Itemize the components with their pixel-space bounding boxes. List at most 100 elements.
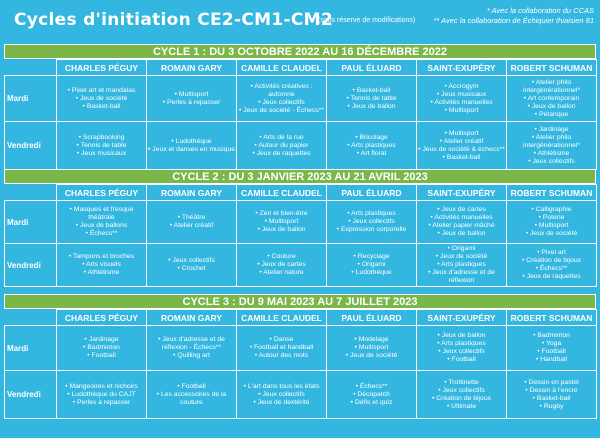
activity-item: L'art dans tous les états: [237, 383, 326, 391]
activity-list: Arts plastiquesJeux collectifsExpression…: [327, 210, 416, 234]
activity-item: Dessin à l'encre: [507, 387, 596, 395]
activity-cell: ModelageMultisportJeux de société: [326, 325, 417, 371]
cycle-3: CYCLE 3 : DU 9 MAI 2023 AU 7 JUILLET 202…: [4, 294, 597, 419]
activity-cell: Pixel art et mandalasJeux de sociétéBask…: [56, 75, 147, 122]
activity-item: Crochet: [147, 265, 236, 273]
activity-item: Origami: [327, 261, 416, 269]
school-header: CHARLES PÉGUY: [56, 309, 147, 326]
activity-item: Jardinage: [507, 126, 596, 134]
school-header: SAINT-EXUPÉRY: [416, 59, 507, 76]
activity-cell: Atelier philo intergénérationnel*Art con…: [506, 75, 597, 122]
activity-item: Basket-ball: [327, 87, 416, 95]
activity-list: Jeux d'adresse et de réflexion - Échecs*…: [147, 336, 236, 360]
activity-item: Perles à repasser: [147, 99, 236, 107]
activity-item: Multisport: [417, 107, 506, 115]
activity-list: LudothèqueJeux et danses en musique: [147, 138, 236, 154]
activity-list: ModelageMultisportJeux de société: [327, 336, 416, 360]
activity-item: Origami: [417, 245, 506, 253]
activity-item: Multisport: [327, 344, 416, 352]
schedule-table: CHARLES PÉGUY ROMAIN GARY CAMILLE CLAUDEL P…: [4, 184, 597, 287]
activity-cell: OrigamiJeux de sociétéArts plastiquesJeu…: [416, 243, 507, 287]
activity-item: Pétanque: [507, 111, 596, 119]
activity-item: Jardinage: [57, 336, 146, 344]
cycle-title: CYCLE 1 : DU 3 OCTOBRE 2022 AU 16 DÉCEMB…: [4, 44, 596, 59]
activity-item: Multisport: [417, 130, 506, 138]
activity-item: Arts de la rue: [237, 134, 326, 142]
school-header: ROBERT SCHUMAN: [506, 184, 597, 201]
activity-item: Arts visuels: [57, 261, 146, 269]
activity-item: Arts plastiques: [417, 261, 506, 269]
activity-cell: CoutureJeux de cartesAtelier nature: [236, 243, 327, 287]
activity-item: Échecs**: [507, 265, 596, 273]
activity-item: Perles à repasser: [57, 399, 146, 407]
activity-list: BadmintonYogaFootballHandball: [507, 332, 596, 364]
activity-cell: TrottinetteJeux collectifsCréation de bi…: [416, 370, 507, 419]
activity-item: Jeux de cartes: [237, 261, 326, 269]
activity-item: Multisport: [237, 218, 326, 226]
activity-item: Jeux collectifs: [237, 391, 326, 399]
cycle-title: CYCLE 2 : DU 3 JANVIER 2023 AU 21 AVRIL …: [4, 169, 596, 184]
activity-item: Atelier philo intergénérationnel*: [507, 79, 596, 95]
activity-item: Athlétisme: [57, 269, 146, 277]
school-header: PAUL ÉLUARD: [326, 59, 417, 76]
activity-item: Atelier papier mâché: [417, 222, 506, 230]
activity-cell: ScrapbookingTennis de tableJeux musicaux: [56, 121, 147, 170]
activity-cell: JardinageBadmintonFootball: [56, 325, 147, 371]
activity-cell: BricolageArts plastiquesArt floral: [326, 121, 417, 170]
activity-cell: Jeux d'adresse et de réflexion - Échecs*…: [146, 325, 237, 371]
activity-item: Atelier créatif: [147, 222, 236, 230]
activity-list: Arts de la rueAutour du papierJeux de ra…: [237, 134, 326, 158]
activity-item: Jeux de dextérité: [237, 399, 326, 407]
activity-list: Jeux collectifsCrochet: [147, 257, 236, 273]
activity-item: Zen et bien-être: [237, 210, 326, 218]
activity-cell: Activités créatives : automneJeux collec…: [236, 75, 327, 122]
activity-item: Tennis de table: [327, 95, 416, 103]
day-label: Mardi: [4, 325, 57, 371]
activity-item: Poterie: [507, 214, 596, 222]
activity-item: Échecs**: [327, 383, 416, 391]
activity-item: Activités manuelles: [417, 214, 506, 222]
schedule-table: CHARLES PÉGUY ROMAIN GARY CAMILLE CLAUDEL P…: [4, 59, 597, 170]
activity-item: Scrapbooking: [57, 134, 146, 142]
activity-list: TrottinetteJeux collectifsCréation de bi…: [417, 379, 506, 411]
activity-list: Jeux de ballonArts plastiquesJeux collec…: [417, 332, 506, 364]
activity-list: ScrapbookingTennis de tableJeux musicaux: [57, 134, 146, 158]
activity-item: Jeux de ballon: [417, 332, 506, 340]
activity-item: Expression corporelle: [327, 226, 416, 234]
activity-list: CalligraphiePoterieMultisportJeux de soc…: [507, 206, 596, 238]
activity-cell: Pixel artCréation de bijouxÉchecs**Jeux …: [506, 243, 597, 287]
activity-cell: Basket-ballTennis de tableJeux de ballon: [326, 75, 417, 122]
activity-item: Jeux d'adresse et de réflexion - Échecs*…: [147, 336, 236, 352]
activity-list: Pixel artCréation de bijouxÉchecs**Jeux …: [507, 249, 596, 281]
activity-item: Arts plastiques: [417, 340, 506, 348]
school-header: CHARLES PÉGUY: [56, 59, 147, 76]
activity-item: Tampons et broches: [57, 253, 146, 261]
activity-item: Jeux de société - Échecs**: [237, 107, 326, 115]
activity-item: Jeux collectifs: [417, 348, 506, 356]
table-row: MardiPixel art et mandalasJeux de sociét…: [4, 75, 597, 122]
activity-list: MultisportPerles à repasser: [147, 91, 236, 107]
activity-item: Arts plastiques: [327, 210, 416, 218]
activity-cell: AccrogymJeux musicauxActivités manuelles…: [416, 75, 507, 122]
activity-cell: Arts de la rueAutour du papierJeux de ra…: [236, 121, 327, 170]
activity-list: DanseFootball et handballAutour des mots: [237, 336, 326, 360]
activity-item: Multisport: [147, 91, 236, 99]
activity-item: Jeux musicaux: [57, 150, 146, 158]
page-header: Cycles d'initiation CE2-CM1-CM2 (sous ré…: [0, 0, 600, 44]
activity-item: Football: [57, 352, 146, 360]
activity-item: Multisport: [507, 222, 596, 230]
activity-item: Jeux de société: [327, 352, 416, 360]
school-header: ROMAIN GARY: [146, 309, 237, 326]
activity-item: Modelage: [327, 336, 416, 344]
activity-list: Zen et bien-êtreMultisportJeux de ballon: [237, 210, 326, 234]
activity-item: Jeux musicaux: [417, 91, 506, 99]
activity-cell: Jeux de cartesActivités manuellesAtelier…: [416, 200, 507, 244]
activity-item: Jeux de société: [57, 95, 146, 103]
activity-item: Jeux de raquettes: [507, 273, 596, 281]
activity-item: Basket-ball: [417, 154, 506, 162]
activity-cell: L'art dans tous les étatsJeux collectifs…: [236, 370, 327, 419]
day-label: Mardi: [4, 75, 57, 122]
activity-list: OrigamiJeux de sociétéArts plastiquesJeu…: [417, 245, 506, 285]
activity-cell: Jeux collectifsCrochet: [146, 243, 237, 287]
activity-cell: Jeux de ballonArts plastiquesJeux collec…: [416, 325, 507, 371]
